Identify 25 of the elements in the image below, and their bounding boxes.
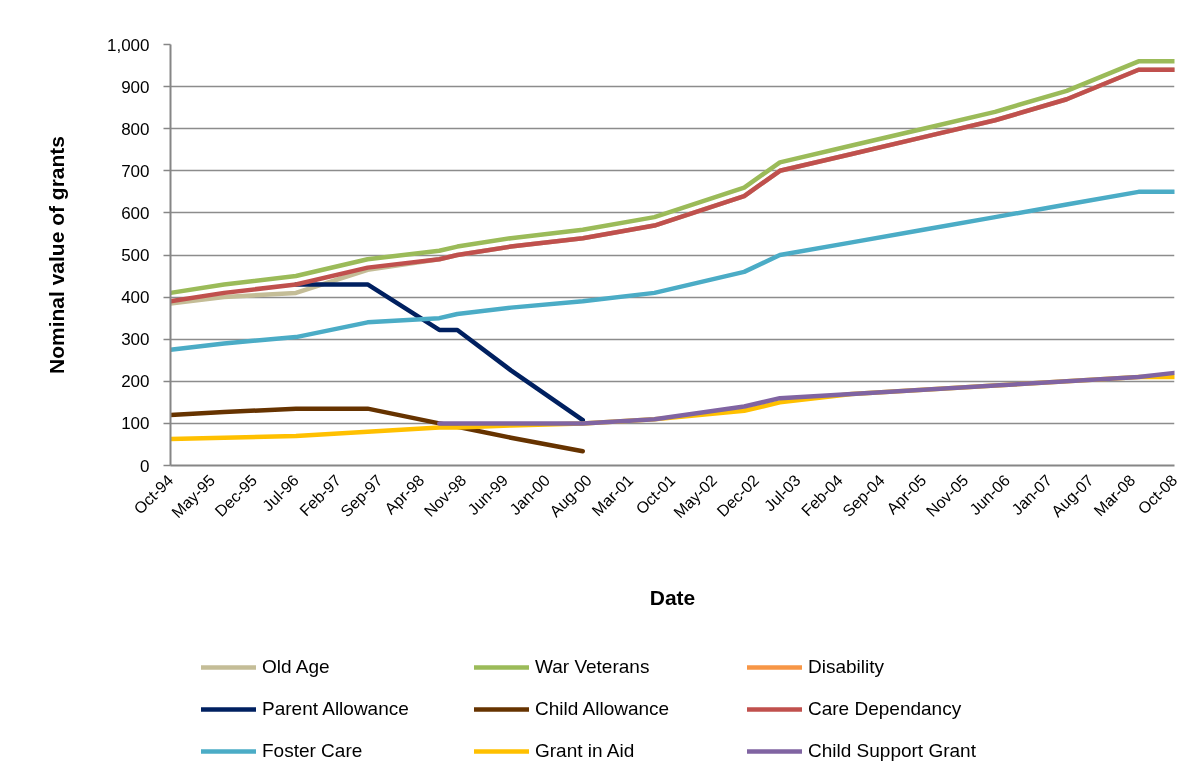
legend-label: Care Dependancy bbox=[808, 698, 963, 720]
y-tick-label: 100 bbox=[121, 414, 150, 434]
y-tick-label: 1,000 bbox=[106, 35, 150, 55]
y-tick-label: 500 bbox=[121, 246, 150, 265]
line-series bbox=[437, 370, 1175, 426]
line-series bbox=[170, 406, 586, 454]
legend-label: Child Allowance bbox=[535, 698, 671, 720]
y-axis-title: Nominal value of grants bbox=[44, 135, 68, 375]
y-tick-label: 400 bbox=[121, 288, 150, 308]
legend-label: Child Support Grant bbox=[808, 740, 977, 762]
legend-label: Disability bbox=[808, 656, 886, 678]
y-tick-label: 900 bbox=[121, 77, 150, 97]
legend-label: Foster Care bbox=[262, 740, 364, 762]
line-series bbox=[170, 189, 1175, 352]
legend-label: Grant in Aid bbox=[535, 740, 636, 762]
x-axis-title: Date bbox=[649, 586, 696, 610]
y-tick-label: 200 bbox=[121, 372, 150, 392]
y-tick-label: 300 bbox=[121, 330, 150, 350]
legend-label: Old Age bbox=[262, 656, 331, 678]
y-tick-label: 700 bbox=[121, 161, 150, 181]
y-tick-label: 600 bbox=[121, 203, 150, 223]
legend-label: War Veterans bbox=[535, 656, 651, 678]
y-tick-label: 800 bbox=[121, 119, 150, 139]
legend-label: Parent Allowance bbox=[262, 698, 410, 720]
y-tick-label: 0 bbox=[140, 456, 150, 476]
